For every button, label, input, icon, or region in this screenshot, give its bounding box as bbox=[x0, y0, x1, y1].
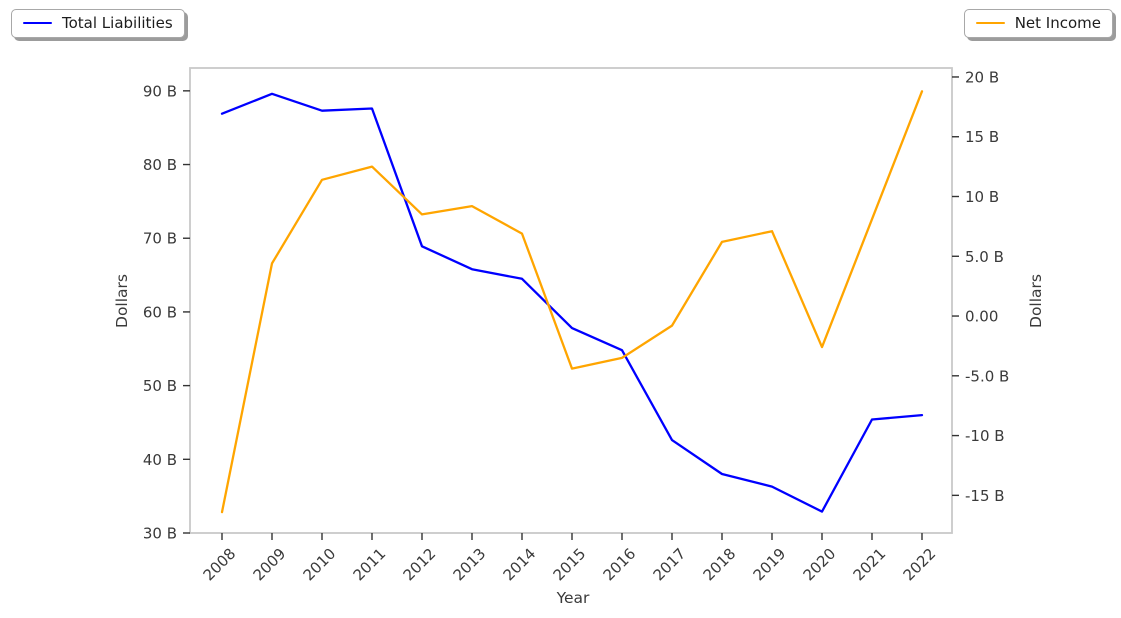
right-axis-tick-label: -5.0 B bbox=[965, 367, 1009, 385]
x-axis-tick-label: 2017 bbox=[650, 545, 690, 585]
right-axis-tick-label: 0.00 bbox=[965, 308, 998, 326]
x-axis-tick-label: 2016 bbox=[600, 545, 640, 585]
x-axis-tick-label: 2012 bbox=[400, 545, 440, 585]
right-axis-tick-label: -10 B bbox=[965, 427, 1005, 445]
legend-line-sample-orange bbox=[975, 21, 1005, 25]
right-axis-title: Dollars bbox=[1027, 274, 1045, 328]
x-axis-tick-label: 2020 bbox=[800, 545, 840, 585]
x-axis-tick-label: 2022 bbox=[900, 545, 940, 585]
series-line-net-income bbox=[220, 90, 924, 514]
x-axis-tick-label: 2010 bbox=[300, 545, 340, 585]
series-line-total-liabilities bbox=[220, 92, 924, 513]
left-axis-tick-label: 40 B bbox=[143, 451, 177, 469]
left-axis-tick-label: 70 B bbox=[143, 230, 177, 248]
x-axis-tick-label: 2013 bbox=[450, 545, 490, 585]
plot-border bbox=[189, 67, 953, 534]
left-axis-tick-label: 60 B bbox=[143, 303, 177, 321]
right-axis-tick-label: 20 B bbox=[965, 68, 999, 86]
legend-net-income: Net Income bbox=[963, 9, 1113, 38]
left-axis-tick-label: 50 B bbox=[143, 377, 177, 395]
x-axis-tick-label: 2021 bbox=[850, 545, 890, 585]
legend-label-net-income: Net Income bbox=[1014, 14, 1101, 32]
x-axis-tick-label: 2015 bbox=[550, 545, 590, 585]
x-axis-tick-label: 2014 bbox=[500, 545, 540, 585]
x-axis-tick-label: 2009 bbox=[250, 545, 290, 585]
left-axis-tick-label: 90 B bbox=[143, 82, 177, 100]
x-axis-tick-label: 2019 bbox=[750, 545, 790, 585]
legend-label-total-liabilities: Total Liabilities bbox=[62, 14, 173, 32]
right-axis-tick-label: -15 B bbox=[965, 487, 1005, 505]
x-axis-tick-label: 2018 bbox=[700, 545, 740, 585]
legend-total-liabilities: Total Liabilities bbox=[11, 9, 185, 38]
x-axis-title: Year bbox=[556, 589, 590, 607]
right-axis-tick-label: 10 B bbox=[965, 188, 999, 206]
left-axis-title: Dollars bbox=[113, 274, 131, 328]
x-axis-tick-label: 2011 bbox=[350, 545, 390, 585]
right-axis-tick-label: 15 B bbox=[965, 128, 999, 146]
left-axis-tick-label: 80 B bbox=[143, 156, 177, 174]
right-axis-tick-label: 5.0 B bbox=[965, 248, 1004, 266]
legend-line-sample-blue bbox=[23, 21, 52, 25]
left-axis-tick-label: 30 B bbox=[143, 525, 177, 543]
x-axis-tick-label: 2008 bbox=[200, 545, 240, 585]
